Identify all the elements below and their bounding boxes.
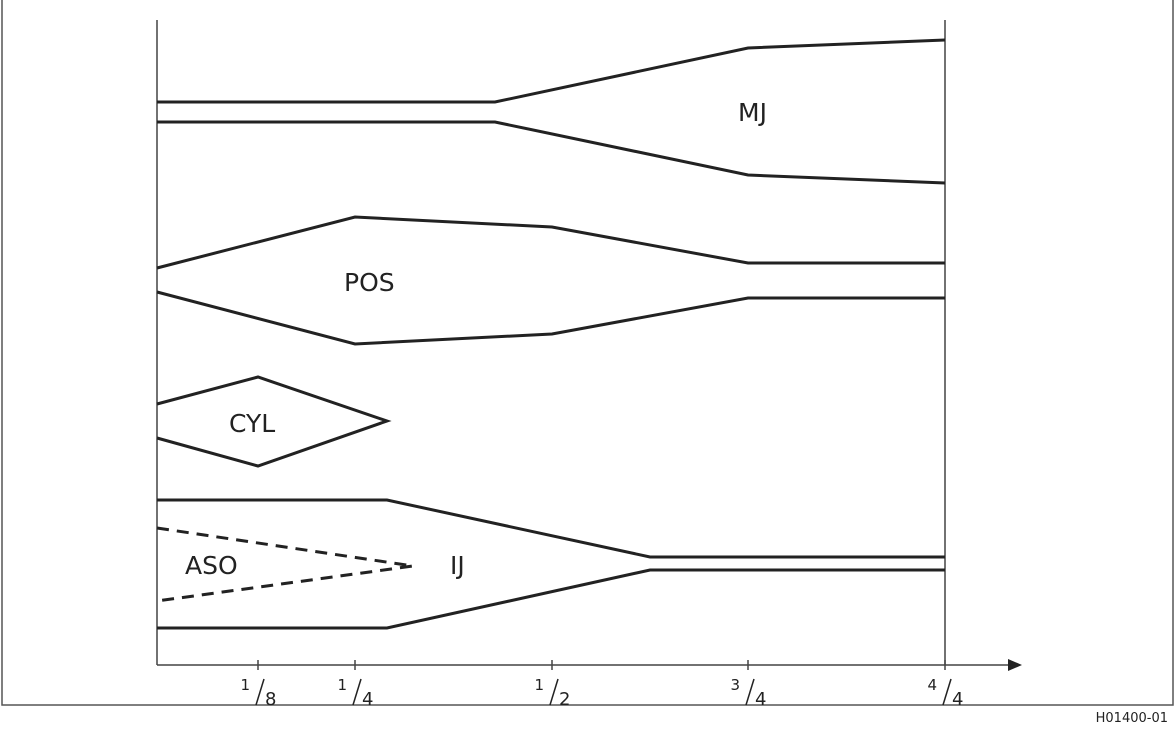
- tick-numerator: 3: [730, 676, 740, 694]
- tick-denominator: 4: [952, 689, 963, 710]
- ij-upper: [157, 498, 945, 559]
- tick-numerator: 1: [337, 676, 347, 694]
- tick-slash: [549, 678, 559, 706]
- figure-id: H01400-01: [1096, 711, 1168, 726]
- tick-denominator: 8: [265, 689, 276, 710]
- pos-upper: [156, 215, 945, 270]
- aso-shape: [156, 526, 414, 603]
- aso-label: ASO: [185, 551, 238, 580]
- pos-label: POS: [344, 268, 395, 297]
- mj-lower: [157, 120, 946, 185]
- tick-slash: [942, 678, 952, 706]
- mj-upper: [157, 38, 946, 104]
- pos-lower: [156, 290, 945, 346]
- tick-numerator: 1: [240, 676, 250, 694]
- tick-numerator: 1: [534, 676, 544, 694]
- ij-lower: [157, 568, 945, 630]
- tick-numerator: 4: [927, 676, 937, 694]
- axis-arrow: [1008, 659, 1022, 671]
- mj-label: MJ: [738, 98, 767, 127]
- ij-label: IJ: [450, 551, 465, 580]
- frame: [1, 0, 1174, 706]
- tick-slash: [745, 678, 755, 706]
- cyl-label: CYL: [229, 409, 275, 438]
- tick-denominator: 4: [755, 689, 766, 710]
- tick-slash: [255, 678, 265, 706]
- tick-denominator: 2: [559, 689, 570, 710]
- cyl-shape: [156, 375, 392, 468]
- tick-slash: [352, 678, 362, 706]
- tick-denominator: 4: [362, 689, 373, 710]
